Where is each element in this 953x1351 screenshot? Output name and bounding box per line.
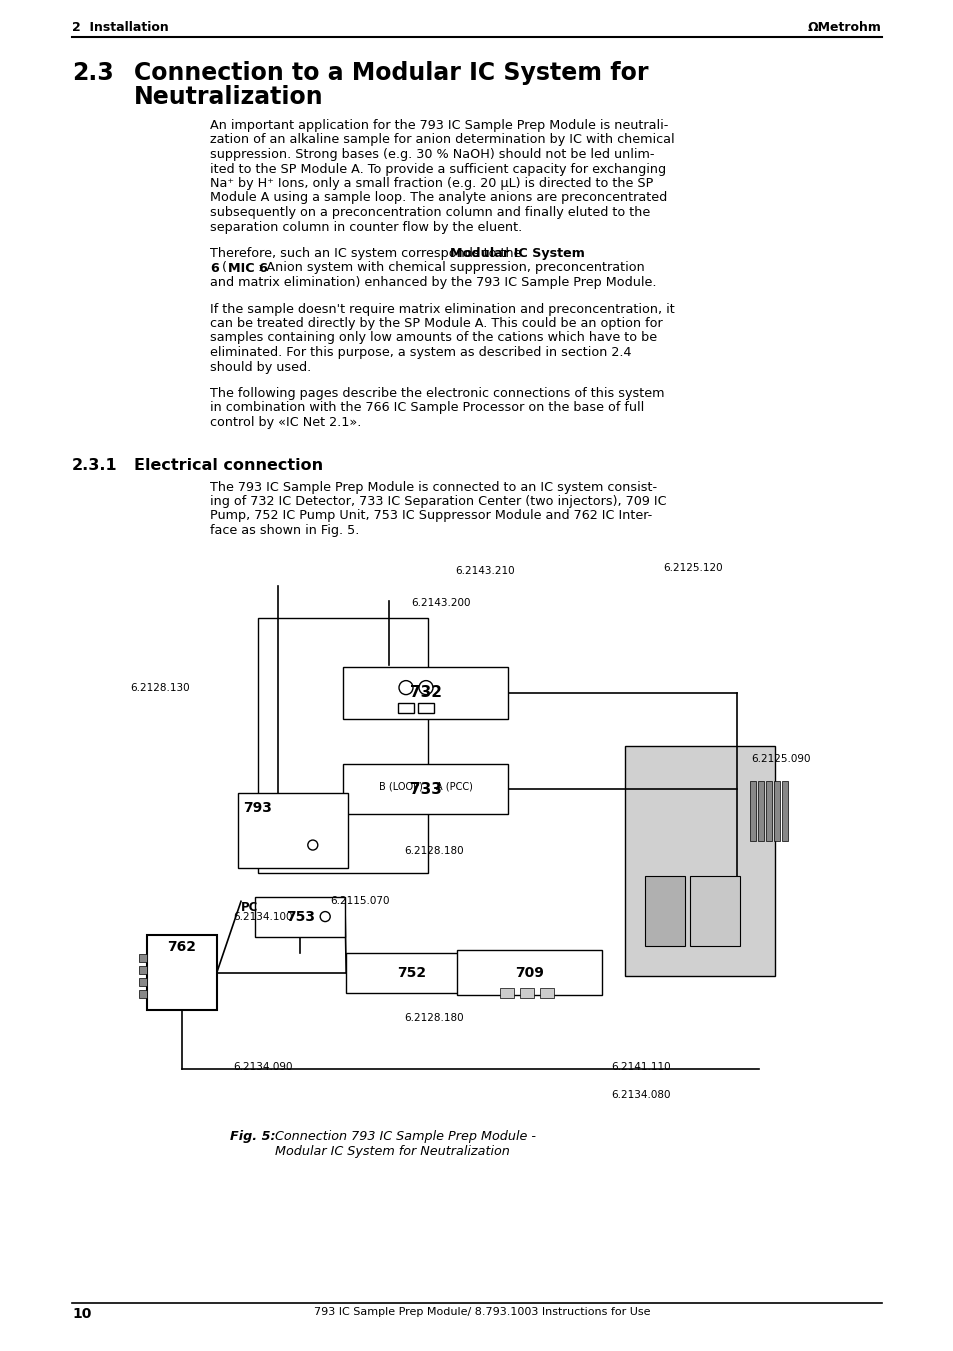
- Bar: [397, 703, 414, 712]
- Bar: [456, 950, 601, 996]
- Text: Fig. 5:: Fig. 5:: [230, 1129, 275, 1143]
- Text: Electrical connection: Electrical connection: [133, 458, 323, 473]
- Text: 753: 753: [285, 909, 314, 924]
- Bar: [138, 954, 147, 962]
- Bar: [765, 781, 771, 842]
- Text: 6.2128.180: 6.2128.180: [403, 846, 463, 855]
- Text: Connection to a Modular IC System for: Connection to a Modular IC System for: [133, 61, 648, 85]
- Text: 6.2125.090: 6.2125.090: [751, 754, 810, 763]
- Text: control by «IC Net 2.1».: control by «IC Net 2.1».: [210, 416, 361, 430]
- Text: ing of 732 IC Detector, 733 IC Separation Center (two injectors), 709 IC: ing of 732 IC Detector, 733 IC Separatio…: [210, 494, 666, 508]
- Bar: [499, 988, 513, 997]
- Text: 6.2143.200: 6.2143.200: [411, 598, 470, 608]
- Text: 6.2128.130: 6.2128.130: [130, 682, 190, 693]
- Text: samples containing only low amounts of the cations which have to be: samples containing only low amounts of t…: [210, 331, 657, 345]
- Bar: [138, 966, 147, 974]
- Text: The following pages describe the electronic connections of this system: The following pages describe the electro…: [210, 386, 664, 400]
- Text: ΩMetrohm: ΩMetrohm: [807, 22, 882, 34]
- Text: 6.2134.080: 6.2134.080: [610, 1090, 670, 1100]
- Bar: [749, 781, 755, 842]
- Text: 10: 10: [71, 1306, 91, 1321]
- Text: face as shown in Fig. 5.: face as shown in Fig. 5.: [210, 524, 359, 536]
- Text: 6.2141.110: 6.2141.110: [610, 1062, 670, 1071]
- Text: subsequently on a preconcentration column and finally eluted to the: subsequently on a preconcentration colum…: [210, 205, 650, 219]
- Text: 6.2143.210: 6.2143.210: [456, 566, 515, 576]
- Text: Module A using a sample loop. The analyte anions are preconcentrated: Module A using a sample loop. The analyt…: [210, 192, 666, 204]
- Bar: [758, 781, 763, 842]
- Text: 762: 762: [167, 940, 196, 954]
- Text: 6.2134.090: 6.2134.090: [233, 1062, 293, 1071]
- Bar: [519, 988, 533, 997]
- Text: suppression. Strong bases (e.g. 30 % NaOH) should not be led unlim-: suppression. Strong bases (e.g. 30 % NaO…: [210, 149, 654, 161]
- Text: PC: PC: [241, 901, 258, 915]
- Bar: [539, 988, 553, 997]
- Text: 733: 733: [410, 782, 441, 797]
- Text: and matrix elimination) enhanced by the 793 IC Sample Prep Module.: and matrix elimination) enhanced by the …: [210, 276, 656, 289]
- Bar: [147, 935, 216, 1011]
- Bar: [343, 666, 508, 719]
- Text: : Anion system with chemical suppression, preconcentration: : Anion system with chemical suppression…: [257, 262, 644, 274]
- Text: 6: 6: [210, 262, 218, 274]
- Bar: [255, 897, 345, 936]
- Text: A (PCC): A (PCC): [436, 781, 472, 792]
- Text: Pump, 752 IC Pump Unit, 753 IC Suppressor Module and 762 IC Inter-: Pump, 752 IC Pump Unit, 753 IC Suppresso…: [210, 509, 652, 523]
- Bar: [346, 952, 476, 993]
- Text: Connection 793 IC Sample Prep Module -: Connection 793 IC Sample Prep Module -: [274, 1129, 536, 1143]
- Text: can be treated directly by the SP Module A. This could be an option for: can be treated directly by the SP Module…: [210, 317, 662, 330]
- Text: 2.3: 2.3: [71, 61, 113, 85]
- Text: Neutralization: Neutralization: [133, 85, 323, 109]
- Bar: [781, 781, 787, 842]
- Text: MIC 6: MIC 6: [228, 262, 268, 274]
- Bar: [773, 781, 780, 842]
- Bar: [237, 793, 348, 867]
- Text: 793 IC Sample Prep Module/ 8.793.1003 Instructions for Use: 793 IC Sample Prep Module/ 8.793.1003 In…: [314, 1306, 650, 1317]
- Text: 6.2115.070: 6.2115.070: [330, 897, 389, 907]
- Bar: [417, 703, 434, 712]
- Text: 6.2134.100: 6.2134.100: [233, 912, 293, 921]
- Text: should by used.: should by used.: [210, 361, 311, 373]
- Bar: [624, 746, 774, 975]
- Text: The 793 IC Sample Prep Module is connected to an IC system consist-: The 793 IC Sample Prep Module is connect…: [210, 481, 657, 493]
- Bar: [644, 875, 684, 946]
- Bar: [343, 765, 508, 815]
- Bar: [138, 978, 147, 986]
- Text: 709: 709: [515, 966, 543, 979]
- Text: Na⁺ by H⁺ Ions, only a small fraction (e.g. 20 μL) is directed to the SP: Na⁺ by H⁺ Ions, only a small fraction (e…: [210, 177, 653, 190]
- Text: 6.2125.120: 6.2125.120: [662, 563, 721, 573]
- Text: separation column in counter flow by the eluent.: separation column in counter flow by the…: [210, 220, 521, 234]
- Text: B (LOOP): B (LOOP): [378, 781, 422, 792]
- Text: (: (: [218, 262, 227, 274]
- Text: Modular IC System: Modular IC System: [450, 247, 584, 259]
- Bar: [138, 989, 147, 997]
- Text: 732: 732: [410, 685, 441, 700]
- Text: ited to the SP Module A. To provide a sufficient capacity for exchanging: ited to the SP Module A. To provide a su…: [210, 162, 665, 176]
- Text: in combination with the 766 IC Sample Processor on the base of full: in combination with the 766 IC Sample Pr…: [210, 401, 643, 415]
- Text: 752: 752: [396, 966, 425, 979]
- Text: 6.2128.180: 6.2128.180: [403, 1013, 463, 1024]
- Text: Therefore, such an IC system corresponds to the: Therefore, such an IC system corresponds…: [210, 247, 525, 259]
- Bar: [689, 875, 740, 946]
- Text: An important application for the 793 IC Sample Prep Module is neutrali-: An important application for the 793 IC …: [210, 119, 668, 132]
- Text: 2.3.1: 2.3.1: [71, 458, 117, 473]
- Text: 793: 793: [243, 801, 272, 815]
- Bar: [257, 617, 428, 873]
- Text: eliminated. For this purpose, a system as described in section 2.4: eliminated. For this purpose, a system a…: [210, 346, 631, 359]
- Text: 2  Installation: 2 Installation: [71, 22, 169, 34]
- Text: Modular IC System for Neutralization: Modular IC System for Neutralization: [274, 1144, 509, 1158]
- Text: If the sample doesn't require matrix elimination and preconcentration, it: If the sample doesn't require matrix eli…: [210, 303, 674, 316]
- Text: zation of an alkaline sample for anion determination by IC with chemical: zation of an alkaline sample for anion d…: [210, 134, 674, 146]
